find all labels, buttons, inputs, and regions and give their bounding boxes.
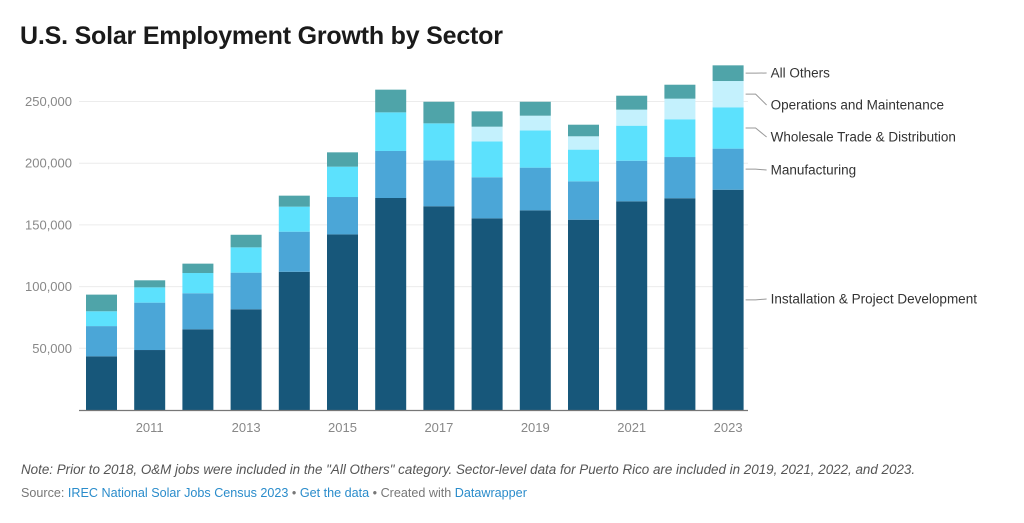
- x-tick-label: 2015: [328, 420, 357, 435]
- series-label-leader: [745, 127, 767, 138]
- bar-segment: [616, 160, 648, 202]
- bar-segment: [375, 112, 407, 151]
- bar-segment: [568, 136, 599, 150]
- bar-segment: [616, 201, 648, 410]
- x-tick-label: 2023: [714, 420, 743, 435]
- bar-segment: [86, 294, 117, 312]
- datawrapper-link[interactable]: Datawrapper: [454, 486, 527, 500]
- bar-segment: [616, 125, 648, 161]
- bar-segment: [712, 81, 744, 108]
- bar-segment: [182, 293, 214, 330]
- bar-segment: [278, 231, 310, 272]
- bar-segment: [568, 149, 599, 182]
- bar-segment: [471, 177, 503, 219]
- y-tick-label: 150,000: [25, 217, 72, 232]
- bar-segment: [519, 167, 551, 211]
- y-tick-label: 200,000: [25, 156, 72, 171]
- bar-segment: [664, 157, 696, 199]
- bar-segment: [519, 130, 551, 168]
- x-tick-label: 2013: [232, 420, 261, 435]
- bar-segment: [230, 247, 262, 273]
- bar-segment: [471, 111, 503, 127]
- bar-segment: [134, 302, 166, 351]
- get-the-data-link[interactable]: Get the data: [299, 486, 370, 500]
- bar-segment: [230, 309, 262, 410]
- series-label-leader: [745, 93, 767, 106]
- x-tick-label: 2017: [424, 420, 453, 435]
- chart-source: Source: IREC National Solar Jobs Census …: [21, 486, 527, 500]
- separator: •: [288, 486, 300, 500]
- bar-segment: [664, 198, 696, 410]
- series-label: Operations and Maintenance: [771, 98, 944, 113]
- y-tick-label: 250,000: [25, 94, 72, 109]
- bar-segment: [712, 107, 744, 149]
- bar-segment: [230, 234, 262, 248]
- bar-segment: [712, 189, 744, 410]
- series-label: Wholesale Trade & Distribution: [771, 130, 956, 145]
- bar-segment: [519, 210, 551, 410]
- x-tick-label: 2021: [617, 420, 646, 435]
- y-tick-label: 100,000: [25, 279, 72, 294]
- bar-segment: [423, 101, 455, 124]
- bar-segment: [327, 197, 358, 235]
- series-label-leader: [745, 168, 767, 171]
- bar-segment: [86, 311, 117, 327]
- series-label: All Others: [771, 66, 831, 81]
- series-label: Installation & Project Development: [771, 292, 978, 307]
- bar-segment: [712, 65, 744, 82]
- bar-segment: [230, 272, 262, 310]
- bar-segment: [375, 197, 407, 410]
- source-link[interactable]: IREC National Solar Jobs Census 2023: [67, 486, 289, 500]
- bar-segment: [664, 98, 696, 120]
- bar-segment: [568, 181, 599, 220]
- bar-segment: [616, 95, 648, 110]
- bar-segment: [616, 109, 648, 126]
- series-label-leader: [745, 298, 767, 301]
- bar-segment: [134, 280, 166, 288]
- bar-segment: [327, 166, 358, 198]
- x-tick-label: 2019: [521, 420, 550, 435]
- bar-segment: [278, 271, 310, 410]
- bar-segment: [568, 124, 599, 137]
- bar-segment: [134, 350, 166, 410]
- bar-segment: [86, 356, 117, 410]
- bar-segment: [568, 219, 599, 410]
- bar-segment: [182, 273, 214, 294]
- bar-segment: [134, 287, 166, 303]
- bar-segment: [471, 126, 503, 142]
- bar-segment: [423, 123, 455, 161]
- bar-segment: [327, 234, 358, 410]
- bar-segment: [712, 148, 744, 190]
- created-with-text: • Created with: [369, 486, 455, 500]
- chart-title: U.S. Solar Employment Growth by Sector: [20, 22, 503, 50]
- bar-segment: [471, 141, 503, 178]
- x-tick-label: 2011: [136, 420, 164, 435]
- series-label: Manufacturing: [771, 163, 857, 178]
- bar-segment: [519, 101, 551, 116]
- bar-segment: [375, 89, 407, 113]
- bar-segment: [375, 150, 407, 198]
- bar-segment: [182, 263, 214, 274]
- source-prefix: Source:: [21, 486, 68, 500]
- bar-segment: [664, 119, 696, 158]
- bar-segment: [86, 326, 117, 357]
- bar-segment: [664, 84, 696, 99]
- bar-segment: [182, 329, 214, 410]
- bar-segment: [471, 218, 503, 410]
- bar-segment: [327, 152, 358, 167]
- bar-segment: [423, 206, 455, 410]
- bar-segment: [278, 206, 310, 232]
- bar-segment: [278, 195, 310, 207]
- bar-segment: [519, 115, 551, 131]
- chart-note: Note: Prior to 2018, O&M jobs were inclu…: [21, 462, 916, 477]
- bar-segment: [423, 160, 455, 207]
- y-tick-label: 50,000: [32, 341, 72, 356]
